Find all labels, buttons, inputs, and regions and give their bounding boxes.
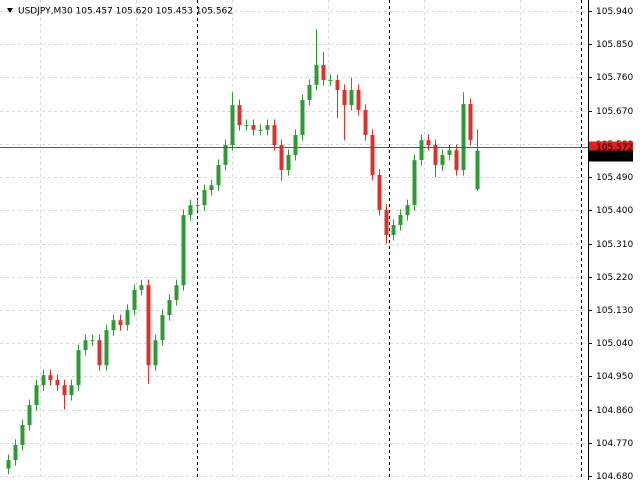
candle-body — [237, 105, 242, 126]
candle-body — [468, 104, 473, 141]
candle-body — [258, 129, 263, 131]
candle-body — [433, 144, 438, 165]
candle-body — [146, 285, 151, 366]
candle-body — [328, 80, 333, 82]
candle-body — [244, 125, 249, 127]
candle-body — [202, 190, 207, 206]
candle-body — [41, 375, 46, 386]
candle-body — [20, 425, 25, 445]
candle-body — [55, 380, 60, 386]
candle-body — [69, 385, 74, 396]
candle-body — [139, 285, 144, 290]
candle-body — [377, 174, 382, 210]
candles — [6, 29, 480, 475]
candle-body — [363, 109, 368, 136]
candle-body — [160, 315, 165, 341]
candle-body — [97, 340, 102, 366]
candle-body — [272, 125, 277, 145]
y-tick-label: 105.400 — [596, 206, 633, 216]
candle-body — [167, 299, 172, 316]
price-line-label: 105.572 — [596, 143, 633, 153]
candle-body — [335, 80, 340, 91]
chart-title: USDJPY,M30 105.457 105.620 105.453 105.5… — [18, 7, 233, 17]
candle-body — [216, 164, 221, 186]
candle-body — [426, 140, 431, 145]
candle-body — [153, 340, 158, 366]
candle-body — [307, 84, 312, 100]
y-tick-label: 105.040 — [596, 339, 633, 349]
candle-body — [475, 150, 480, 190]
candle-body — [6, 460, 11, 469]
candle-body — [83, 340, 88, 351]
candle-body — [405, 205, 410, 216]
candle-body — [356, 90, 361, 110]
candle-body — [48, 375, 53, 381]
candle-body — [349, 90, 354, 106]
candle-body — [174, 285, 179, 300]
candle-body — [384, 209, 389, 236]
candle-body — [90, 340, 95, 342]
candle-body — [27, 405, 32, 426]
candle-body — [370, 135, 375, 175]
candle-body — [314, 64, 319, 85]
candle-body — [293, 135, 298, 155]
candle-body — [419, 140, 424, 161]
candle-body — [34, 385, 39, 406]
candle-body — [461, 104, 466, 171]
candle-body — [13, 444, 18, 461]
y-tick-label: 105.670 — [596, 107, 633, 117]
candle-body — [188, 205, 193, 216]
candle-body — [342, 90, 347, 106]
bid-label: 105.562 — [596, 152, 633, 162]
price-axis: 105.940105.850105.760105.670105.580105.4… — [588, 7, 633, 480]
candle-body — [447, 150, 452, 155]
y-tick-label: 105.760 — [596, 73, 633, 83]
day-separators — [197, 0, 582, 480]
candle-body — [118, 320, 123, 326]
candle-body — [76, 350, 81, 386]
chart-menu-icon[interactable] — [7, 8, 13, 13]
candle-body — [412, 160, 417, 206]
candle-body — [223, 144, 228, 165]
candle-body — [300, 99, 305, 136]
candle-body — [286, 154, 291, 171]
price-line-label-box — [589, 141, 633, 153]
candle-body — [209, 185, 214, 191]
bid-label-box — [589, 150, 633, 162]
y-tick-label: 105.220 — [596, 273, 633, 283]
y-tick-label: 105.940 — [596, 7, 633, 17]
candle-body — [125, 309, 130, 326]
candle-body — [62, 385, 67, 396]
y-tick-label: 105.490 — [596, 173, 633, 183]
candle-body — [181, 215, 186, 286]
grid — [0, 0, 588, 480]
candle-body — [454, 150, 459, 171]
candle-body — [132, 289, 137, 310]
y-tick-label: 105.130 — [596, 306, 633, 316]
candle-body — [440, 154, 445, 165]
candle-body — [195, 205, 200, 207]
y-tick-label: 104.860 — [596, 406, 633, 416]
y-tick-label: 104.950 — [596, 372, 633, 382]
candle-body — [279, 144, 284, 171]
candle-body — [230, 105, 235, 145]
candle-body — [398, 215, 403, 226]
candle-body — [391, 225, 396, 236]
candle-body — [111, 320, 116, 331]
y-tick-label: 104.680 — [596, 472, 633, 480]
candle-body — [251, 125, 256, 130]
candle-body — [321, 64, 326, 81]
y-tick-label: 105.310 — [596, 240, 633, 250]
y-tick-label: 104.770 — [596, 439, 633, 449]
candle-body — [265, 125, 270, 130]
candle-body — [104, 330, 109, 366]
y-tick-label: 105.850 — [596, 40, 633, 50]
